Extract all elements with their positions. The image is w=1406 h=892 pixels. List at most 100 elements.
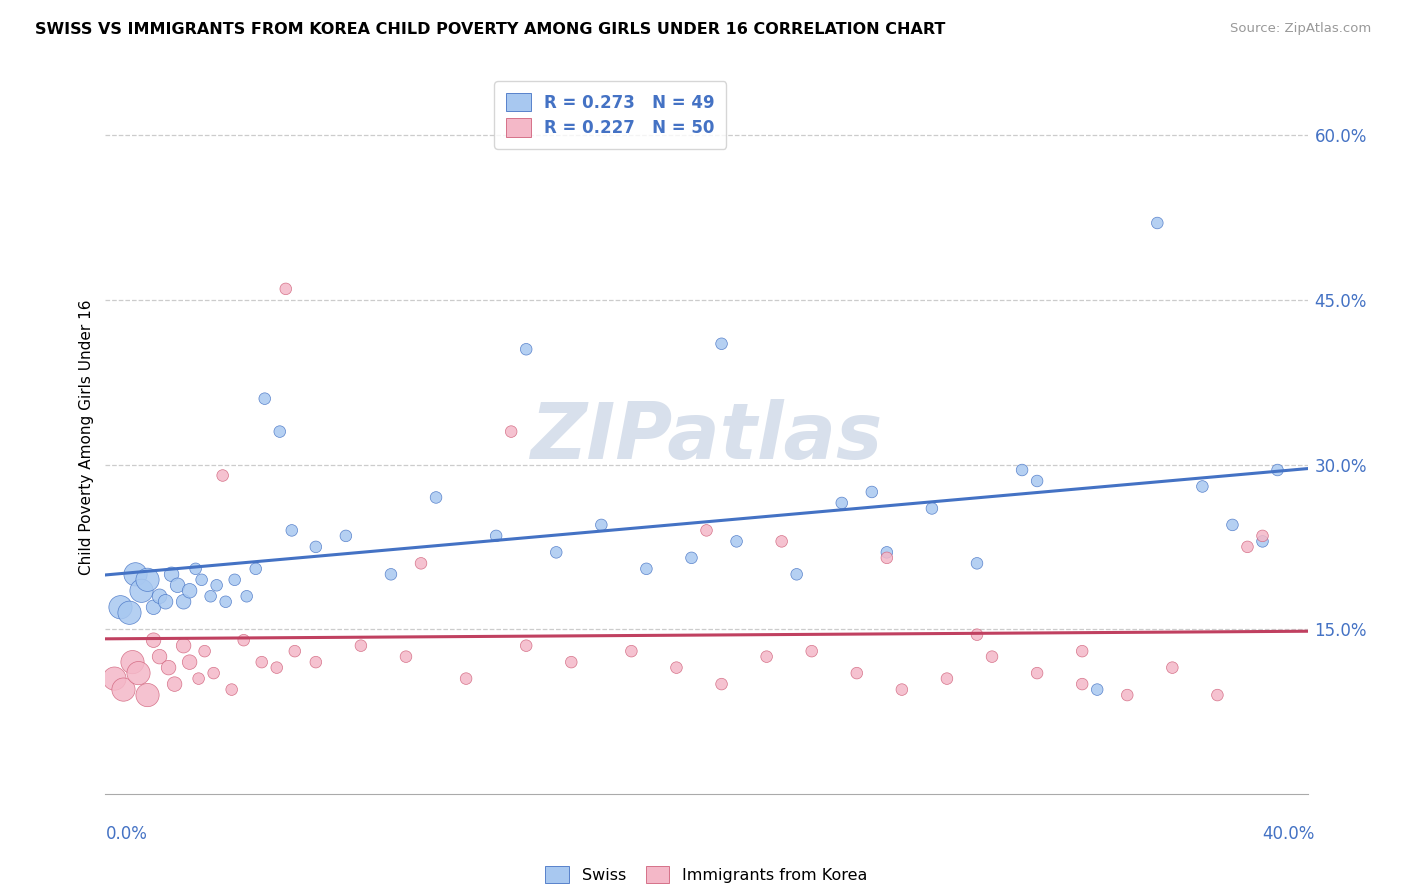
Point xyxy=(515,639,537,653)
Legend: Swiss, Immigrants from Korea: Swiss, Immigrants from Korea xyxy=(538,859,875,889)
Point xyxy=(274,282,297,296)
Point xyxy=(425,491,447,505)
Point xyxy=(665,660,688,674)
Point xyxy=(173,595,195,609)
Point xyxy=(456,672,478,686)
Point xyxy=(380,567,402,582)
Point xyxy=(681,550,703,565)
Point xyxy=(253,392,276,406)
Point xyxy=(1011,463,1033,477)
Point xyxy=(166,578,188,592)
Point xyxy=(266,660,288,674)
Point xyxy=(501,425,523,439)
Point xyxy=(1161,660,1184,674)
Point xyxy=(179,583,201,598)
Point xyxy=(770,534,793,549)
Point xyxy=(190,573,212,587)
Point xyxy=(636,562,658,576)
Point xyxy=(136,688,159,702)
Point xyxy=(1116,688,1139,702)
Point xyxy=(269,425,291,439)
Point xyxy=(710,336,733,351)
Point xyxy=(232,633,254,648)
Point xyxy=(800,644,823,658)
Point xyxy=(876,550,898,565)
Point xyxy=(214,595,236,609)
Point xyxy=(860,485,883,500)
Point xyxy=(157,660,180,674)
Point xyxy=(1146,216,1168,230)
Point xyxy=(755,649,778,664)
Point xyxy=(966,628,988,642)
Point xyxy=(148,589,170,603)
Point xyxy=(235,589,257,603)
Point xyxy=(136,573,159,587)
Point xyxy=(184,562,207,576)
Text: Source: ZipAtlas.com: Source: ZipAtlas.com xyxy=(1230,22,1371,36)
Point xyxy=(335,529,357,543)
Point xyxy=(485,529,508,543)
Point xyxy=(163,677,186,691)
Text: SWISS VS IMMIGRANTS FROM KOREA CHILD POVERTY AMONG GIRLS UNDER 16 CORRELATION CH: SWISS VS IMMIGRANTS FROM KOREA CHILD POV… xyxy=(35,22,945,37)
Point xyxy=(160,567,183,582)
Point xyxy=(981,649,1004,664)
Point xyxy=(1026,474,1049,488)
Point xyxy=(245,562,267,576)
Point xyxy=(224,573,246,587)
Point xyxy=(710,677,733,691)
Text: ZIPatlas: ZIPatlas xyxy=(530,399,883,475)
Point xyxy=(1206,688,1229,702)
Point xyxy=(250,655,273,669)
Point xyxy=(890,682,912,697)
Point xyxy=(173,639,195,653)
Point xyxy=(1191,479,1213,493)
Point xyxy=(305,540,328,554)
Point xyxy=(110,600,132,615)
Point xyxy=(620,644,643,658)
Point xyxy=(696,524,718,538)
Point xyxy=(395,649,418,664)
Point xyxy=(1085,682,1108,697)
Y-axis label: Child Poverty Among Girls Under 16: Child Poverty Among Girls Under 16 xyxy=(79,300,94,574)
Point xyxy=(221,682,243,697)
Point xyxy=(211,468,233,483)
Text: 0.0%: 0.0% xyxy=(105,825,148,843)
Point xyxy=(725,534,748,549)
Point xyxy=(966,557,988,571)
Point xyxy=(1026,666,1049,681)
Point xyxy=(155,595,177,609)
Point xyxy=(876,545,898,559)
Point xyxy=(131,583,153,598)
Point xyxy=(591,517,613,532)
Point xyxy=(1071,677,1094,691)
Point xyxy=(103,672,125,686)
Point xyxy=(202,666,225,681)
Point xyxy=(124,567,146,582)
Point xyxy=(194,644,217,658)
Point xyxy=(305,655,328,669)
Point xyxy=(128,666,150,681)
Point xyxy=(121,655,143,669)
Point xyxy=(560,655,582,669)
Point xyxy=(1267,463,1289,477)
Point xyxy=(205,578,228,592)
Point xyxy=(1222,517,1244,532)
Point xyxy=(118,606,141,620)
Point xyxy=(148,649,170,664)
Point xyxy=(515,343,537,357)
Point xyxy=(179,655,201,669)
Point xyxy=(187,672,209,686)
Point xyxy=(281,524,304,538)
Point xyxy=(284,644,307,658)
Point xyxy=(350,639,373,653)
Text: 40.0%: 40.0% xyxy=(1263,825,1315,843)
Point xyxy=(546,545,568,559)
Point xyxy=(142,600,165,615)
Point xyxy=(200,589,222,603)
Point xyxy=(936,672,959,686)
Point xyxy=(1251,529,1274,543)
Point xyxy=(921,501,943,516)
Point xyxy=(112,682,135,697)
Point xyxy=(1236,540,1258,554)
Point xyxy=(1251,534,1274,549)
